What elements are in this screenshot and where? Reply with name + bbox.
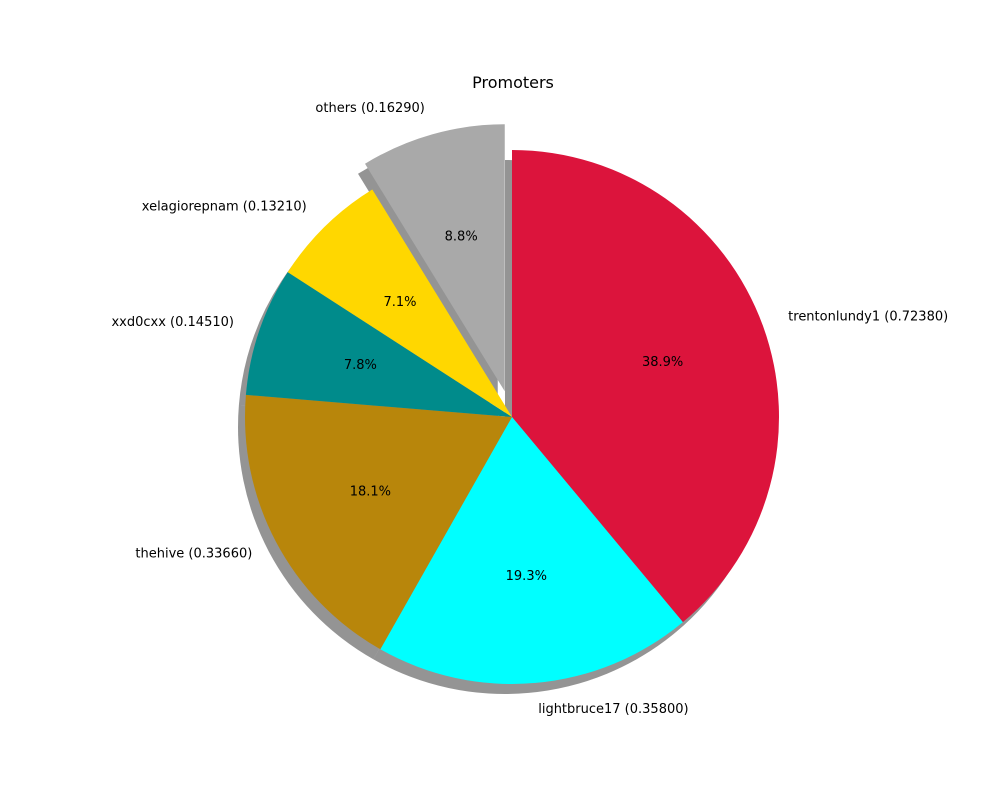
slice-label-thehive: thehive (0.33660) bbox=[135, 547, 252, 562]
pct-label-trentonlundy1: 38.9% bbox=[642, 355, 683, 370]
pct-label-thehive: 18.1% bbox=[350, 484, 391, 499]
pie-slice-thehive bbox=[245, 394, 512, 650]
pct-label-lightbruce17: 19.3% bbox=[506, 569, 547, 584]
pie-slices bbox=[245, 124, 779, 684]
slice-label-trentonlundy1: trentonlundy1 (0.72380) bbox=[788, 310, 948, 325]
pct-label-others: 8.8% bbox=[445, 230, 478, 245]
pie-slice-trentonlundy1 bbox=[512, 150, 779, 623]
pie-slice-lightbruce17 bbox=[380, 417, 683, 684]
pie-slice-others bbox=[365, 124, 505, 392]
pct-label-xelagiorepnam: 7.1% bbox=[384, 295, 417, 310]
slice-label-others: others (0.16290) bbox=[315, 101, 424, 116]
pie-slice-xxd0cxx bbox=[245, 272, 513, 417]
pie-slice-xelagiorepnam bbox=[287, 189, 512, 417]
pct-label-xxd0cxx: 7.8% bbox=[344, 358, 377, 373]
slice-label-xelagiorepnam: xelagiorepnam (0.13210) bbox=[142, 199, 307, 214]
slice-labels: trentonlundy1 (0.72380) 38.9% lightbruce17… bbox=[111, 101, 948, 717]
chart-title: Promoters bbox=[472, 73, 554, 92]
slice-label-lightbruce17: lightbruce17 (0.35800) bbox=[538, 702, 688, 717]
slice-label-xxd0cxx: xxd0cxx (0.14510) bbox=[111, 315, 233, 330]
